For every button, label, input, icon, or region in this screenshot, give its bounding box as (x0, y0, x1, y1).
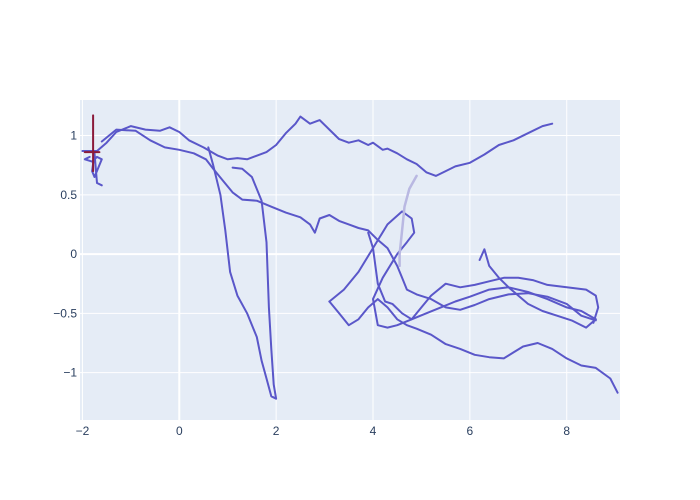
y-tick-label: −1 (63, 366, 77, 380)
series-line (398, 174, 418, 268)
x-tick-label: 2 (273, 424, 280, 438)
series-line (328, 298, 619, 394)
series-line (328, 210, 597, 329)
series-line (81, 115, 554, 177)
y-tick-label: 1 (70, 129, 77, 143)
x-tick-label: 6 (467, 424, 474, 438)
y-axis-ticks: 1 0.5 0 −0.5 −1 (53, 129, 77, 380)
series-line (207, 146, 278, 400)
series-line (83, 152, 103, 187)
plot-background (80, 100, 620, 420)
series-line (478, 248, 597, 329)
x-tick-label: 4 (370, 424, 377, 438)
x-tick-label: 0 (176, 424, 183, 438)
gridlines (80, 100, 620, 420)
x-tick-label: 8 (563, 424, 570, 438)
x-axis-ticks: −2 0 2 4 6 8 (76, 424, 571, 438)
series-line (367, 231, 600, 324)
y-tick-label: 0.5 (60, 188, 77, 202)
x-tick-label: −2 (76, 424, 90, 438)
y-tick-label: −0.5 (53, 306, 77, 320)
series-lines (81, 114, 619, 400)
series-line (100, 128, 597, 322)
y-tick-label: 0 (70, 247, 77, 261)
